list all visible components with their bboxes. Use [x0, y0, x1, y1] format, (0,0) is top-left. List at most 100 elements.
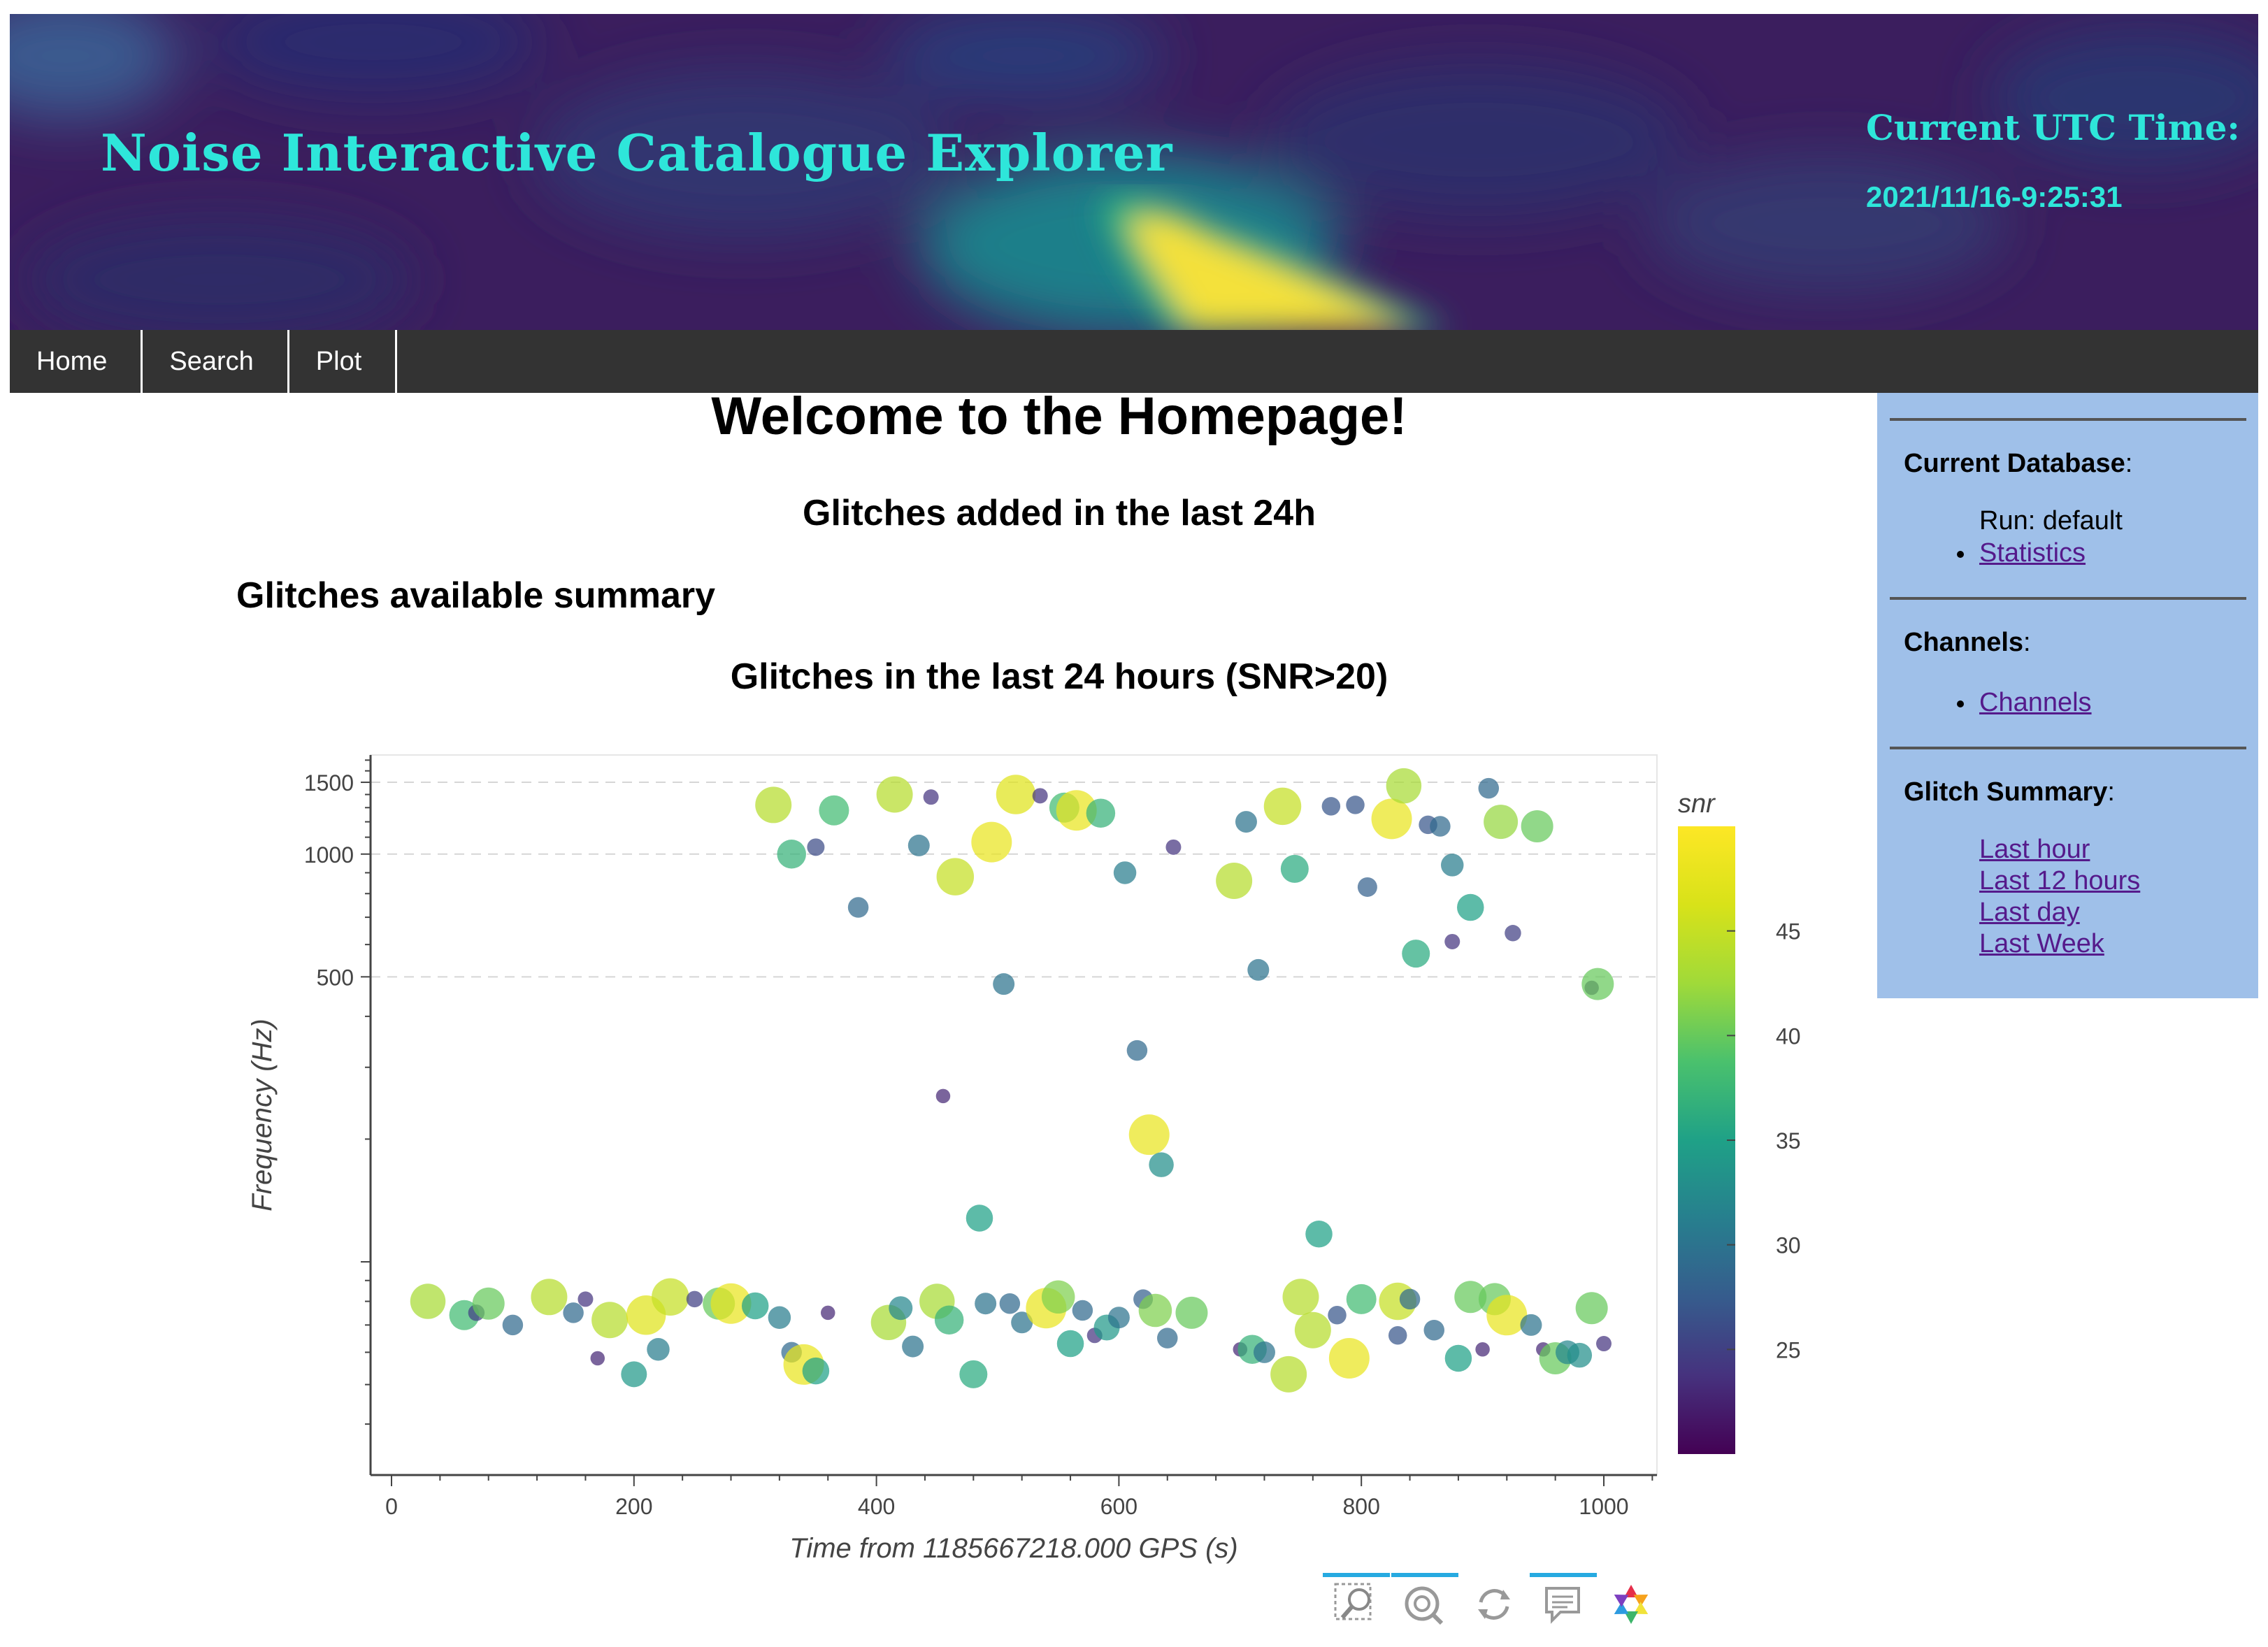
y-tick-label: 1000: [304, 842, 354, 868]
reset-icon[interactable]: [1471, 1581, 1517, 1627]
glitch-point: [1086, 798, 1116, 828]
glitch-point: [1280, 854, 1309, 883]
glitch-point: [741, 1292, 769, 1320]
utc-time-label: Current UTC Time:: [1866, 107, 2240, 148]
glitch-point: [577, 1291, 594, 1307]
glitch-point: [1305, 1221, 1333, 1248]
glitch-point: [1237, 1335, 1267, 1364]
x-tick-label: 400: [858, 1494, 895, 1519]
box-zoom-icon[interactable]: [1333, 1581, 1379, 1627]
sidebar-link-last-12-hours[interactable]: Last 12 hours: [1979, 866, 2141, 896]
glitch-point: [1423, 1319, 1444, 1341]
sidebar-link-statistics[interactable]: Statistics: [1979, 538, 2086, 568]
glitch-point: [768, 1306, 791, 1329]
glitch-point: [1386, 768, 1422, 804]
page-title: Welcome to the Homepage!: [711, 387, 1407, 446]
divider: [1890, 597, 2246, 600]
header-banner: Noise Interactive Catalogue Explorer Cur…: [10, 14, 2258, 330]
glitch-point: [1011, 1311, 1033, 1334]
site-title: Noise Interactive Catalogue Explorer: [101, 123, 1173, 182]
colorbar-tick-label: 30: [1776, 1233, 1801, 1258]
colorbar-ticks: 25 30 35 40 45: [1727, 919, 1801, 1362]
glitch-point: [1575, 1292, 1608, 1325]
bokeh-logo-icon[interactable]: [1608, 1581, 1654, 1627]
wheel-zoom-icon[interactable]: [1401, 1581, 1447, 1627]
glitch-point: [1072, 1300, 1093, 1321]
axes: 500 1000 1500 0 200 400 600 800 1000: [304, 755, 1657, 1519]
glitch-point: [1235, 811, 1257, 833]
hover-icon[interactable]: [1539, 1581, 1586, 1627]
glitch-point: [1555, 1340, 1579, 1365]
y-axis-label: Frequency (Hz): [247, 1019, 278, 1211]
glitch-point: [1478, 1283, 1511, 1316]
glitch-point: [591, 1302, 629, 1339]
divider: [1890, 418, 2246, 421]
navbar: Home Search Plot: [10, 330, 2258, 393]
nav-home[interactable]: Home: [10, 330, 143, 393]
sidebar-link-channels[interactable]: Channels: [1979, 688, 2092, 717]
glitch-point: [802, 1357, 830, 1385]
glitch-point: [1486, 1295, 1528, 1336]
glitch-point: [1596, 1336, 1612, 1352]
sidebar-link-last-week[interactable]: Last Week: [1979, 929, 2104, 958]
sidebar-link-last-hour[interactable]: Last hour: [1979, 835, 2090, 864]
nav-search[interactable]: Search: [143, 330, 289, 393]
glitch-point: [1157, 1328, 1178, 1348]
glitch-point: [1175, 1296, 1208, 1329]
utc-time-value: 2021/11/16-9:25:31: [1866, 180, 2123, 213]
glitch-point: [1505, 925, 1521, 942]
glitch-point: [876, 776, 913, 813]
glitch-point: [1430, 816, 1451, 837]
glitch-point: [590, 1351, 605, 1366]
nav-plot[interactable]: Plot: [289, 330, 398, 393]
glitch-point: [959, 1360, 988, 1388]
glitch-point: [1441, 854, 1464, 877]
glitch-point: [1138, 1293, 1172, 1328]
glitch-point: [1520, 1314, 1542, 1336]
glitch-point: [1321, 797, 1341, 816]
glitch-point: [923, 789, 939, 805]
glitch-point: [621, 1361, 647, 1388]
chart-title: Glitches in the last 24 hours (SNR>20): [730, 656, 1388, 697]
colorbar-tick-label: 45: [1776, 919, 1801, 944]
glitch-point: [710, 1283, 752, 1324]
glitch-point: [783, 1344, 824, 1385]
glitch-point: [1026, 1288, 1067, 1329]
colorbar-title: snr: [1678, 789, 1716, 819]
glitch-point: [1216, 862, 1253, 899]
glitch-point: [1567, 1342, 1593, 1368]
glitch-point: [935, 1088, 951, 1104]
glitch-point: [1484, 805, 1519, 840]
colorbar-tick-label: 25: [1776, 1337, 1801, 1362]
glitch-point: [902, 1335, 924, 1358]
glitch-point: [966, 1204, 993, 1232]
glitch-point: [1128, 1114, 1170, 1156]
glitch-point: [777, 840, 806, 869]
glitch-point: [1399, 1288, 1421, 1310]
glitch-point: [652, 1278, 689, 1316]
glitch-point: [686, 1290, 703, 1308]
glitch-point: [820, 1305, 835, 1321]
colorbar-tick-label: 35: [1776, 1128, 1801, 1153]
glitch-point: [1247, 958, 1270, 981]
active-tool-indicator: [1391, 1573, 1458, 1577]
colorbar-tick-label: 40: [1776, 1023, 1801, 1049]
glitch-point: [472, 1287, 505, 1320]
glitch-point: [468, 1304, 485, 1321]
glitch-point: [1402, 940, 1430, 968]
colorbar: [1678, 826, 1735, 1454]
glitch-point: [1371, 798, 1412, 840]
glitch-point: [1056, 1330, 1084, 1358]
active-tool-indicator: [1530, 1573, 1597, 1577]
glitch-point: [502, 1314, 524, 1336]
sidebar-database-title: Current Database:: [1904, 449, 2133, 478]
glitch-point: [1536, 1342, 1551, 1357]
glitch-point: [1263, 787, 1302, 826]
x-tick-label: 800: [1343, 1494, 1380, 1519]
glitch-point: [971, 821, 1012, 863]
glitches-24h-heading: Glitches added in the last 24h: [803, 493, 1316, 533]
sidebar-link-last-day[interactable]: Last day: [1979, 898, 2080, 927]
glitch-point: [1253, 1341, 1275, 1363]
glitch-point: [1478, 777, 1500, 799]
glitch-point: [449, 1300, 480, 1330]
